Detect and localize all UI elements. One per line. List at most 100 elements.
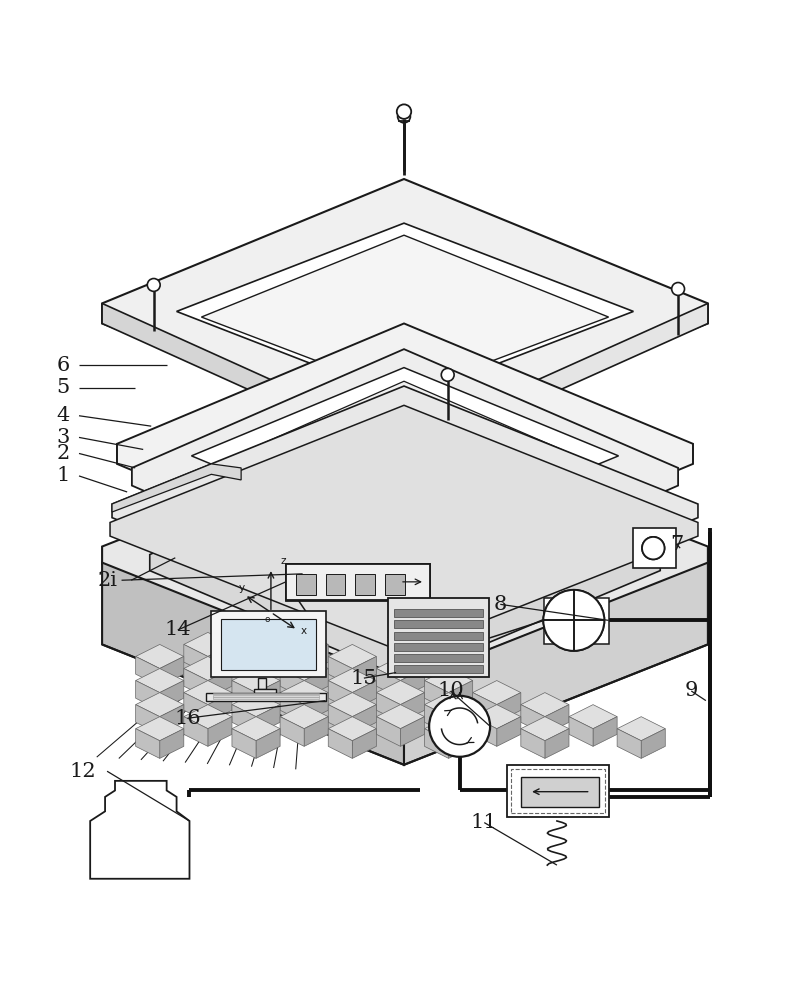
Polygon shape: [328, 693, 377, 717]
Polygon shape: [208, 669, 232, 698]
Polygon shape: [424, 717, 473, 741]
Polygon shape: [112, 386, 698, 635]
Polygon shape: [256, 705, 280, 734]
Polygon shape: [208, 644, 232, 674]
Polygon shape: [377, 693, 401, 722]
Polygon shape: [377, 717, 401, 746]
Polygon shape: [569, 705, 617, 729]
Text: 7: 7: [670, 535, 684, 554]
Polygon shape: [328, 717, 377, 741]
Polygon shape: [521, 705, 545, 734]
Polygon shape: [617, 729, 642, 758]
Polygon shape: [183, 705, 232, 729]
Bar: [286, 564, 430, 601]
Bar: [394, 609, 483, 617]
Polygon shape: [280, 669, 304, 698]
Polygon shape: [90, 781, 190, 879]
Polygon shape: [424, 729, 448, 758]
Polygon shape: [183, 632, 232, 656]
Text: 10: 10: [437, 681, 464, 700]
Polygon shape: [448, 705, 473, 734]
Polygon shape: [304, 693, 328, 722]
Polygon shape: [132, 349, 678, 604]
Circle shape: [398, 110, 410, 123]
Bar: [521, 777, 599, 807]
Text: 6: 6: [57, 356, 69, 375]
Text: 14: 14: [164, 620, 191, 639]
Polygon shape: [424, 705, 448, 734]
Polygon shape: [217, 381, 595, 537]
Polygon shape: [404, 303, 708, 460]
Bar: [385, 574, 405, 595]
Polygon shape: [136, 644, 183, 669]
Polygon shape: [183, 656, 232, 681]
Bar: [258, 678, 266, 689]
Polygon shape: [232, 620, 280, 644]
Polygon shape: [280, 632, 328, 656]
Polygon shape: [280, 656, 328, 681]
Polygon shape: [473, 693, 497, 722]
Polygon shape: [424, 693, 473, 717]
Polygon shape: [136, 729, 160, 758]
Polygon shape: [352, 656, 377, 686]
Polygon shape: [136, 693, 183, 717]
Polygon shape: [642, 729, 665, 758]
Text: 9: 9: [684, 681, 698, 700]
Text: y: y: [239, 583, 246, 593]
Polygon shape: [102, 563, 404, 765]
Polygon shape: [404, 563, 708, 765]
Text: 2i: 2i: [97, 571, 117, 590]
Polygon shape: [217, 399, 594, 563]
Polygon shape: [497, 717, 521, 746]
Polygon shape: [352, 681, 377, 710]
Polygon shape: [352, 729, 377, 758]
Circle shape: [147, 279, 160, 291]
Bar: [394, 665, 483, 673]
Polygon shape: [328, 681, 352, 710]
Polygon shape: [102, 179, 708, 440]
Text: 12: 12: [69, 762, 96, 781]
Polygon shape: [136, 669, 183, 693]
Circle shape: [429, 696, 490, 757]
Polygon shape: [521, 693, 569, 717]
Polygon shape: [280, 705, 328, 729]
Polygon shape: [232, 729, 256, 758]
Polygon shape: [328, 669, 377, 693]
Polygon shape: [473, 717, 497, 746]
Circle shape: [671, 283, 684, 295]
Bar: [394, 654, 483, 662]
Polygon shape: [208, 717, 232, 746]
Text: z: z: [280, 556, 286, 566]
Circle shape: [397, 104, 411, 119]
Bar: [221, 619, 316, 670]
Polygon shape: [232, 632, 256, 662]
Polygon shape: [102, 303, 404, 460]
Polygon shape: [280, 644, 304, 674]
Bar: [213, 695, 318, 697]
Bar: [394, 620, 483, 628]
Polygon shape: [232, 656, 256, 686]
Polygon shape: [328, 705, 352, 734]
Polygon shape: [304, 669, 328, 698]
Bar: [213, 693, 318, 694]
Bar: [296, 574, 316, 595]
Polygon shape: [232, 644, 280, 669]
Text: 2: 2: [57, 444, 69, 463]
Polygon shape: [545, 705, 569, 734]
Polygon shape: [545, 729, 569, 758]
Polygon shape: [377, 705, 424, 729]
Polygon shape: [110, 405, 698, 652]
Polygon shape: [280, 681, 328, 705]
Polygon shape: [617, 717, 665, 741]
Polygon shape: [256, 632, 280, 662]
Polygon shape: [183, 644, 208, 674]
Polygon shape: [136, 681, 160, 710]
Polygon shape: [256, 681, 280, 710]
Circle shape: [543, 590, 604, 651]
Polygon shape: [232, 717, 280, 741]
Text: 16: 16: [174, 709, 200, 728]
Polygon shape: [304, 644, 328, 674]
Polygon shape: [328, 729, 352, 758]
Polygon shape: [201, 235, 608, 394]
Circle shape: [441, 368, 454, 381]
